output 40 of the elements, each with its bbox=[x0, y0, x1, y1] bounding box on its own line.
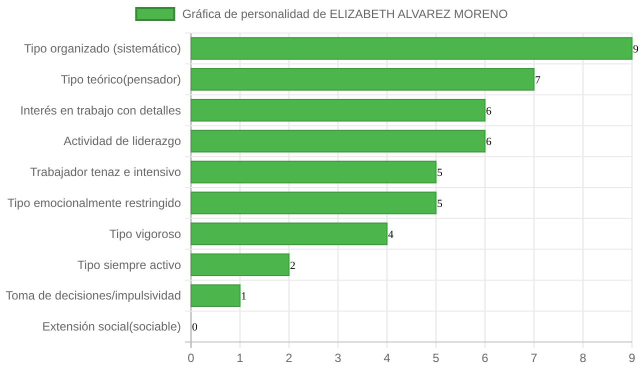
y-tick-label: Trabajador tenaz e intensivo bbox=[30, 165, 182, 180]
y-tick-label: Tipo siempre activo bbox=[77, 258, 182, 272]
data-label: 6 bbox=[486, 105, 492, 118]
bar bbox=[190, 192, 436, 214]
data-label: 7 bbox=[535, 74, 541, 86]
data-label: 1 bbox=[241, 290, 246, 303]
data-label: 2 bbox=[290, 260, 296, 272]
bar bbox=[190, 284, 240, 307]
y-tick-label: Toma de decisiones/impulsividad bbox=[6, 288, 181, 303]
data-label: 9 bbox=[633, 43, 639, 56]
x-tick-label: 9 bbox=[628, 351, 636, 365]
y-tick-label: Tipo emocionalmente restringido bbox=[7, 196, 182, 210]
data-label: 0 bbox=[192, 322, 198, 334]
y-tick-label: Tipo vigoroso bbox=[109, 226, 182, 241]
x-tick-label: 1 bbox=[236, 351, 244, 365]
x-tick-label: 8 bbox=[580, 351, 587, 365]
legend-label: Gráfica de personalidad de ELIZABETH ALVAREZ MORENO bbox=[182, 7, 508, 21]
x-tick-label: 5 bbox=[432, 351, 440, 365]
x-tick-label: 2 bbox=[286, 351, 293, 365]
data-label: 6 bbox=[486, 136, 492, 148]
y-tick-label: Extensión social(sociable) bbox=[42, 320, 181, 334]
y-tick-label: Interés en trabajo con detalles bbox=[20, 103, 181, 118]
y-tick-label: Tipo organizado (sistemático) bbox=[24, 41, 181, 56]
x-tick-label: 4 bbox=[384, 351, 391, 365]
x-tick-label: 7 bbox=[530, 351, 538, 365]
x-tick-label: 0 bbox=[188, 351, 195, 365]
data-label: 5 bbox=[437, 198, 443, 210]
y-tick-label: Actividad de liderazgo bbox=[64, 134, 182, 148]
bar bbox=[190, 160, 436, 184]
x-tick-label: 3 bbox=[334, 351, 342, 365]
bar bbox=[190, 222, 388, 246]
x-tick-label: 6 bbox=[482, 351, 489, 365]
bar bbox=[190, 37, 632, 60]
y-tick-label: Tipo teórico(pensador) bbox=[60, 72, 182, 86]
bar bbox=[190, 130, 486, 152]
bar bbox=[190, 98, 486, 122]
data-label: 5 bbox=[437, 167, 443, 180]
bar bbox=[190, 253, 290, 276]
data-label: 4 bbox=[388, 228, 394, 241]
bar bbox=[190, 68, 534, 91]
